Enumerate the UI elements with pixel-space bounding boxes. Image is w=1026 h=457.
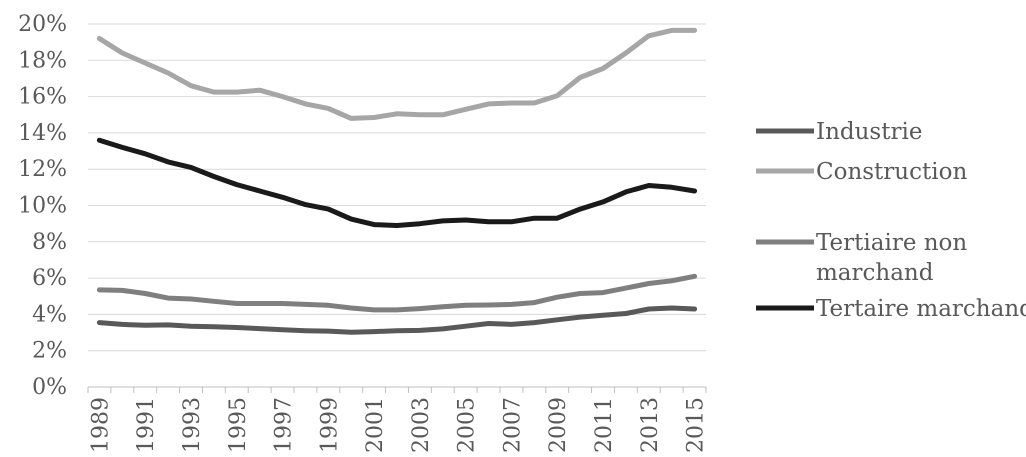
y-tick-label: 2% [32, 339, 67, 364]
y-tick-label: 6% [32, 266, 67, 291]
x-tick-label: 1995 [226, 397, 251, 453]
legend-label: Construction [816, 159, 967, 185]
y-tick-label: 4% [32, 302, 67, 327]
legend-label: Industrie [816, 119, 922, 145]
x-tick-label: 1993 [180, 397, 205, 453]
series-line-industrie [96, 305, 698, 335]
x-tick-label: 2007 [500, 397, 525, 453]
x-tick-label: 2013 [638, 397, 663, 453]
x-tick-label: 1991 [134, 397, 159, 453]
x-tick-label: 2015 [684, 397, 709, 453]
x-tick-label: 2011 [592, 397, 617, 453]
series-lines [96, 27, 698, 335]
y-tick-label: 16% [18, 85, 67, 110]
y-tick-label: 18% [18, 48, 67, 73]
y-tick-label: 12% [18, 157, 67, 182]
legend-label: Tertaire marchand [816, 296, 1026, 322]
x-tick-label: 2009 [546, 397, 571, 453]
x-tick-label: 2001 [363, 397, 388, 453]
legend-label: marchand [816, 260, 934, 286]
series-line-tertaire-marchand [96, 137, 698, 228]
x-tick-label: 1997 [272, 397, 297, 453]
x-axis: 1989 1991 1993 1995 1997 1999 2001 2003 2005 2007… [87, 387, 709, 453]
y-tick-label: 20% [18, 12, 67, 37]
series-line-construction [96, 27, 698, 121]
x-tick-label: 2003 [409, 397, 434, 453]
x-tick-label: 1999 [317, 397, 342, 453]
y-tick-label: 14% [18, 121, 67, 146]
x-tick-label: 2005 [455, 397, 480, 453]
legend: Industrie Construction Tertiaire non marcha… [756, 119, 1026, 322]
y-tick-label: 8% [32, 230, 67, 255]
series-line-tertiaire-non-marchand [96, 273, 698, 313]
y-tick-label: 10% [18, 194, 67, 219]
y-tick-label: 0% [32, 375, 67, 400]
y-axis: 0% 2% 4% 6% 8% 10% 12% 14% 16% 18% 20% [18, 12, 67, 400]
legend-label: Tertiaire non [816, 230, 967, 256]
x-tick-label: 1989 [88, 397, 113, 453]
